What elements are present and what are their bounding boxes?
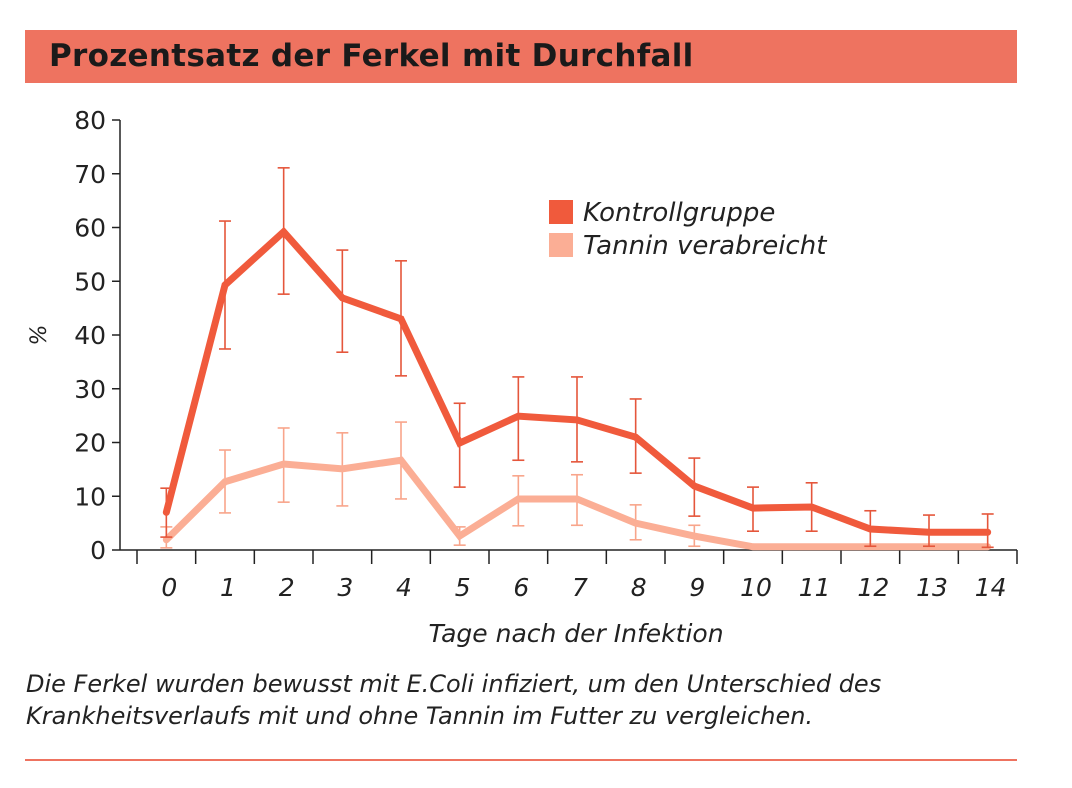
- y-tick-label: 10: [74, 482, 106, 511]
- y-tick-label: 70: [74, 160, 106, 189]
- y-tick-label: 80: [74, 106, 106, 135]
- chart-title: Prozentsatz der Ferkel mit Durchfall: [49, 38, 694, 74]
- x-tick-label: 8: [631, 573, 647, 602]
- legend-label: Kontrollgruppe: [583, 198, 775, 228]
- legend-swatch: [549, 233, 573, 257]
- x-tick-label: 7: [572, 573, 588, 602]
- bottom-divider: [25, 759, 1017, 761]
- legend-label: Tannin verabreicht: [583, 231, 827, 261]
- x-tick-label: 5: [455, 573, 471, 602]
- y-tick-label: 0: [90, 536, 106, 565]
- x-tick-label: 11: [799, 573, 831, 602]
- y-tick-label: 40: [74, 321, 106, 350]
- x-tick-label: 4: [396, 573, 412, 602]
- title-bar: Prozentsatz der Ferkel mit Durchfall: [25, 30, 1017, 83]
- caption-line-1: Die Ferkel wurden bewusst mit E.Coli inf…: [26, 670, 882, 698]
- y-tick-label: 30: [74, 375, 106, 404]
- x-tick-label: 0: [161, 573, 177, 602]
- y-tick-label: 50: [74, 267, 106, 296]
- y-axis-label: %: [27, 325, 52, 346]
- y-tick-label: 60: [74, 214, 106, 243]
- x-tick-label: 6: [513, 573, 529, 602]
- x-tick-label: 10: [740, 573, 772, 602]
- x-tick-label: 13: [916, 573, 948, 602]
- x-tick-label: 12: [857, 573, 889, 602]
- caption: Die Ferkel wurden bewusst mit E.Coli inf…: [26, 668, 881, 732]
- x-tick-label: 2: [279, 573, 295, 602]
- x-tick-label: 14: [975, 573, 1007, 602]
- y-tick-label: 20: [74, 429, 106, 458]
- x-tick-label: 3: [337, 573, 353, 602]
- x-tick-label: 1: [220, 573, 236, 602]
- legend-swatch: [549, 200, 573, 224]
- x-tick-label: 9: [689, 573, 705, 602]
- x-axis-label: Tage nach der Infektion: [428, 619, 723, 648]
- caption-line-2: Krankheitsverlaufs mit und ohne Tannin i…: [26, 702, 814, 730]
